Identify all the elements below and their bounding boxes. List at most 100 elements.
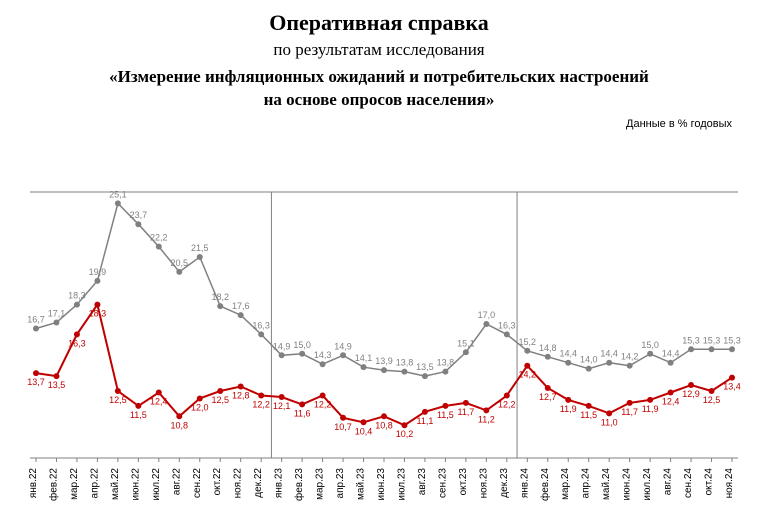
page-title: Оперативная справка [0, 10, 758, 36]
svg-text:14,0: 14,0 [580, 355, 598, 365]
page-subtitle2: «Измерение инфляционных ожиданий и потре… [0, 66, 758, 112]
svg-text:11,7: 11,7 [621, 407, 638, 417]
svg-text:12,5: 12,5 [211, 395, 229, 405]
svg-text:13,5: 13,5 [48, 380, 66, 390]
svg-text:ноя.24: ноя.24 [724, 468, 735, 499]
svg-text:фев.24: фев.24 [539, 468, 551, 501]
svg-text:17,1: 17,1 [48, 309, 66, 319]
line-chart: янв.22 фев.22 мар.22 апр.22 май.22 июн.22 июл.… [0, 180, 758, 524]
svg-text:апр.24: апр.24 [581, 468, 592, 499]
svg-text:12,1: 12,1 [273, 401, 291, 411]
svg-text:12,2: 12,2 [314, 399, 332, 409]
svg-text:сен.23: сен.23 [437, 468, 448, 498]
svg-text:14,3: 14,3 [314, 350, 332, 360]
svg-text:сен.22: сен.22 [192, 468, 203, 498]
svg-text:авг.23: авг.23 [417, 468, 428, 496]
svg-text:12,0: 12,0 [191, 402, 209, 412]
svg-text:11,9: 11,9 [642, 404, 659, 414]
svg-text:13,8: 13,8 [437, 358, 455, 368]
svg-text:11,9: 11,9 [560, 404, 577, 414]
svg-text:янв.23: янв.23 [274, 468, 285, 499]
svg-text:18,3: 18,3 [68, 291, 86, 301]
svg-text:авг.24: авг.24 [663, 468, 674, 496]
svg-text:фев.22: фев.22 [47, 468, 59, 501]
svg-text:14,1: 14,1 [355, 353, 373, 363]
svg-text:10,2: 10,2 [396, 429, 414, 439]
svg-text:15,1: 15,1 [457, 338, 475, 348]
svg-text:мар.24: мар.24 [560, 468, 571, 500]
svg-text:18,3: 18,3 [89, 309, 107, 319]
svg-text:14,4: 14,4 [559, 349, 577, 359]
svg-text:ноя.22: ноя.22 [233, 468, 244, 499]
svg-text:апр.23: апр.23 [335, 468, 346, 499]
svg-text:июл.24: июл.24 [642, 468, 653, 501]
svg-text:янв.22: янв.22 [28, 468, 39, 499]
svg-text:апр.22: апр.22 [89, 468, 100, 499]
svg-text:13,5: 13,5 [416, 362, 434, 372]
svg-text:11,6: 11,6 [294, 408, 311, 418]
svg-text:19,9: 19,9 [89, 267, 107, 277]
svg-text:июн.24: июн.24 [622, 468, 633, 501]
svg-text:12,7: 12,7 [539, 392, 557, 402]
subtitle2-line1: «Измерение инфляционных ожиданий и потре… [109, 67, 649, 86]
svg-text:12,5: 12,5 [109, 395, 127, 405]
svg-text:июл.22: июл.22 [151, 468, 162, 501]
svg-text:мар.22: мар.22 [69, 468, 80, 500]
svg-text:13,9: 13,9 [375, 356, 393, 366]
svg-text:фев.23: фев.23 [293, 468, 305, 501]
svg-text:10,4: 10,4 [355, 426, 373, 436]
svg-text:12,5: 12,5 [703, 395, 721, 405]
svg-text:сен.24: сен.24 [683, 468, 694, 498]
svg-text:июл.23: июл.23 [396, 468, 407, 501]
svg-text:12,2: 12,2 [498, 399, 516, 409]
svg-text:14,4: 14,4 [662, 349, 680, 359]
svg-text:12,4: 12,4 [150, 396, 168, 406]
svg-text:июн.22: июн.22 [130, 468, 141, 501]
svg-text:12,4: 12,4 [662, 396, 680, 406]
svg-text:14,8: 14,8 [539, 343, 557, 353]
svg-text:май.24: май.24 [601, 468, 612, 500]
svg-text:23,7: 23,7 [130, 210, 148, 220]
svg-text:13,8: 13,8 [396, 358, 414, 368]
svg-text:окт.24: окт.24 [704, 468, 715, 496]
svg-text:21,5: 21,5 [191, 243, 209, 253]
svg-text:окт.22: окт.22 [212, 468, 223, 496]
svg-text:12,2: 12,2 [252, 399, 270, 409]
svg-text:15,3: 15,3 [703, 335, 721, 345]
svg-text:15,0: 15,0 [293, 340, 311, 350]
svg-text:16,3: 16,3 [252, 320, 270, 330]
svg-text:12,8: 12,8 [232, 391, 250, 401]
svg-text:16,3: 16,3 [68, 338, 86, 348]
units-label: Данные в % годовых [0, 118, 732, 130]
svg-text:11,5: 11,5 [437, 410, 454, 420]
svg-text:дек.22: дек.22 [253, 468, 264, 498]
svg-text:май.22: май.22 [110, 468, 121, 500]
svg-text:14,2: 14,2 [621, 352, 639, 362]
svg-text:18,2: 18,2 [211, 292, 229, 302]
subtitle2-line2: на основе опросов населения» [264, 90, 495, 109]
svg-text:10,7: 10,7 [334, 422, 352, 432]
svg-text:14,9: 14,9 [334, 341, 352, 351]
svg-text:10,8: 10,8 [375, 420, 393, 430]
svg-text:16,3: 16,3 [498, 320, 516, 330]
svg-text:15,3: 15,3 [723, 335, 741, 345]
svg-text:11,7: 11,7 [457, 407, 474, 417]
svg-text:13,7: 13,7 [27, 377, 45, 387]
svg-text:15,0: 15,0 [641, 340, 659, 350]
svg-text:17,6: 17,6 [232, 301, 250, 311]
svg-text:11,2: 11,2 [478, 414, 495, 424]
svg-text:11,5: 11,5 [580, 410, 597, 420]
svg-text:ноя.23: ноя.23 [478, 468, 489, 499]
svg-text:авг.22: авг.22 [171, 468, 182, 496]
svg-text:окт.23: окт.23 [458, 468, 469, 496]
page-subtitle: по результатам исследования [0, 40, 758, 60]
svg-text:дек.23: дек.23 [499, 468, 510, 498]
svg-text:мар.23: мар.23 [315, 468, 326, 500]
svg-text:14,2: 14,2 [519, 370, 537, 380]
svg-text:16,7: 16,7 [27, 314, 45, 324]
svg-text:июн.23: июн.23 [376, 468, 387, 501]
svg-text:20,5: 20,5 [171, 258, 189, 268]
svg-text:14,9: 14,9 [273, 341, 291, 351]
svg-text:17,0: 17,0 [478, 310, 496, 320]
svg-text:25,1: 25,1 [109, 189, 127, 199]
